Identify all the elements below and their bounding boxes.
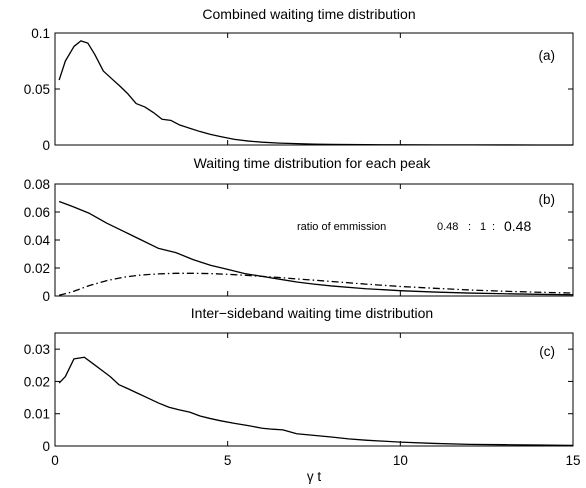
panel-a-ytick-label: 0 bbox=[42, 138, 50, 153]
panel-c-xtick-label: 15 bbox=[565, 453, 580, 468]
panel-c: Inter−sideband waiting time distribution… bbox=[24, 305, 581, 484]
panel-c-ytick-label: 0.03 bbox=[24, 342, 50, 357]
ratio-value-3: 0.48 bbox=[504, 218, 531, 234]
panel-c-ytick-label: 0.02 bbox=[24, 374, 50, 389]
panel-a-series bbox=[58, 40, 574, 146]
panel-c-xtick-label: 0 bbox=[51, 453, 59, 468]
panel-b-frame bbox=[54, 183, 574, 297]
panel-c-title: Inter−sideband waiting time distribution bbox=[191, 305, 433, 321]
panel-a-title: Combined waiting time distribution bbox=[202, 6, 415, 22]
panel-b-ytick-label: 0 bbox=[42, 289, 50, 304]
ratio-separator-2: : bbox=[492, 221, 495, 233]
panel-b-ytick-label: 0.06 bbox=[24, 205, 50, 220]
panel-a-series-solid-line bbox=[58, 40, 574, 146]
panel-a-frame bbox=[54, 32, 574, 146]
ratio-text: ratio of emmission bbox=[297, 221, 386, 233]
panel-a-ytick-label: 0.1 bbox=[31, 26, 50, 41]
panel-b-series-solid-line bbox=[58, 200, 574, 296]
panel-a-ytick-label: 0.05 bbox=[24, 82, 50, 97]
panel-c-ytick-label: 0 bbox=[42, 439, 50, 454]
panel-b-series bbox=[58, 200, 574, 296]
panel-b-label: (b) bbox=[539, 192, 556, 207]
panel-c-label: (c) bbox=[539, 344, 555, 359]
panel-a-ticks: 0 0.05 0.1 bbox=[24, 26, 574, 153]
panel-b-ytick-label: 0.04 bbox=[24, 233, 51, 248]
panel-b-ytick-label: 0.08 bbox=[24, 177, 50, 192]
panel-b-ytick-label: 0.02 bbox=[24, 261, 50, 276]
panel-b-title: Waiting time distribution for each peak bbox=[194, 155, 432, 171]
panel-c-ticks: 0 0.01 0.02 0.03 0 5 10 15 bbox=[24, 333, 581, 468]
ratio-value-2: 1 bbox=[480, 221, 486, 233]
ratio-separator-1: : bbox=[468, 221, 471, 233]
panel-c-ytick-label: 0.01 bbox=[24, 407, 50, 422]
panel-c-series bbox=[58, 356, 574, 446]
ratio-value-1: 0.48 bbox=[437, 221, 458, 233]
panel-b-ticks: 0 0.02 0.04 0.06 0.08 bbox=[24, 177, 574, 304]
panel-c-frame bbox=[54, 332, 574, 447]
emission-ratio-annotation: ratio of emmission 0.48 : 1 : 0.48 bbox=[297, 218, 531, 234]
panel-a: Combined waiting time distribution 0 0.05… bbox=[24, 6, 574, 153]
panel-c-series-solid-line bbox=[58, 356, 574, 446]
panel-b-series-dashdot-line bbox=[58, 272, 574, 296]
panel-c-xtick-label: 5 bbox=[224, 453, 232, 468]
panel-c-xtick-label: 10 bbox=[393, 453, 408, 468]
panel-b: Waiting time distribution for each peak … bbox=[24, 155, 574, 304]
x-axis-label: γ t bbox=[307, 469, 322, 484]
panel-a-label: (a) bbox=[539, 48, 556, 63]
